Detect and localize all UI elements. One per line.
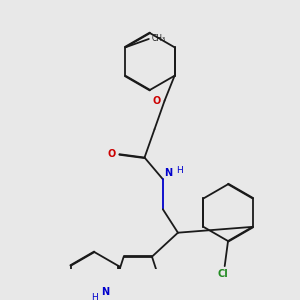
Text: Cl: Cl xyxy=(218,269,228,279)
Text: CH₃: CH₃ xyxy=(151,34,165,43)
Text: O: O xyxy=(153,96,161,106)
Text: H: H xyxy=(91,293,98,300)
Text: O: O xyxy=(108,149,116,159)
Text: H: H xyxy=(176,166,183,175)
Text: N: N xyxy=(101,287,109,297)
Text: N: N xyxy=(165,168,173,178)
